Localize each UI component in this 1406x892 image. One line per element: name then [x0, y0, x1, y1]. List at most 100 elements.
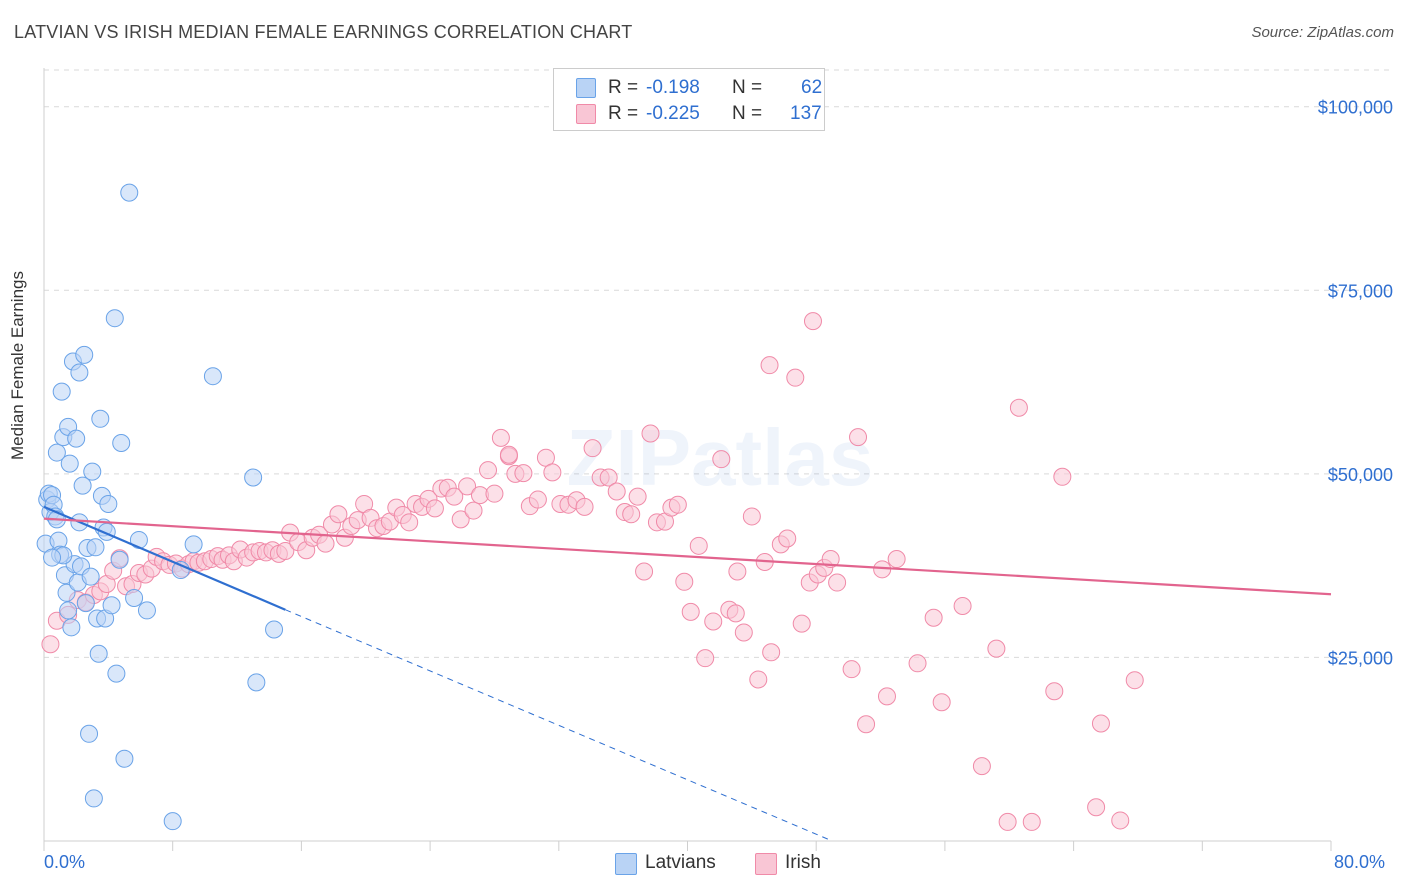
irish-point — [786, 368, 805, 387]
irish-point — [704, 612, 723, 631]
irish-point — [276, 541, 295, 560]
axes — [43, 68, 1332, 851]
irish-points — [41, 312, 1144, 831]
y-tick-label: $100,000 — [1318, 98, 1393, 118]
irish-point — [998, 812, 1017, 831]
irish-point — [821, 550, 840, 569]
correlation-legend: R = -0.198 N = 62 R = -0.225 N = 137 — [553, 68, 825, 131]
irish-point — [1111, 811, 1130, 830]
latvian-point — [107, 664, 126, 683]
latvians-swatch — [576, 78, 596, 98]
latvian-point — [86, 538, 105, 557]
irish-legend-label: Irish — [785, 852, 821, 873]
irish-point — [445, 487, 464, 506]
legend-n-label: N = — [732, 77, 763, 98]
latvian-point — [80, 724, 99, 743]
irish-point — [828, 573, 847, 592]
latvian-point — [203, 367, 222, 386]
irish-point — [696, 649, 715, 668]
latvian-point — [81, 567, 100, 586]
latvian-points — [36, 183, 284, 831]
irish-legend-swatch — [755, 853, 777, 875]
irish-point — [41, 635, 60, 654]
irish-point — [607, 482, 626, 501]
irish-point — [583, 439, 602, 458]
latvian-point — [89, 644, 108, 663]
irish-point — [792, 614, 811, 633]
irish-point — [1053, 467, 1072, 486]
latvian-point — [52, 382, 71, 401]
latvians-legend-label: Latvians — [645, 852, 716, 873]
irish-point — [734, 623, 753, 642]
irish-point — [641, 424, 660, 443]
irish-point — [924, 608, 943, 627]
irish-point — [1125, 671, 1144, 690]
irish-point — [628, 487, 647, 506]
trend-lines — [43, 505, 1332, 842]
chart-title: LATVIAN VS IRISH MEDIAN FEMALE EARNINGS … — [14, 22, 633, 42]
irish-point — [887, 550, 906, 569]
source-label: Source: ZipAtlas.com — [1251, 24, 1394, 41]
irish-point — [543, 463, 562, 482]
latvian-point — [247, 673, 266, 692]
latvians-legend-swatch — [615, 853, 637, 875]
latvian-point — [70, 363, 89, 382]
latvian-point — [244, 468, 263, 487]
irish-point — [681, 602, 700, 621]
latvian-point — [265, 620, 284, 639]
latvians-trend-line — [43, 505, 286, 611]
legend-r-label: R = — [608, 103, 639, 124]
latvian-point — [137, 601, 156, 620]
irish-point — [458, 477, 477, 496]
latvian-point — [59, 601, 78, 620]
legend-r-value: -0.225 — [646, 103, 700, 124]
irish-point — [742, 507, 761, 526]
latvian-point — [184, 535, 203, 554]
legend-n-label: N = — [732, 103, 763, 124]
irish-point — [857, 715, 876, 734]
latvian-point — [57, 583, 76, 602]
latvian-point — [47, 443, 66, 462]
irish-point — [712, 450, 731, 469]
irish-point — [1045, 682, 1064, 701]
irish-point — [1022, 812, 1041, 831]
y-tick-label: $50,000 — [1328, 465, 1393, 485]
latvian-point — [120, 183, 139, 202]
irish-point — [499, 445, 518, 464]
legend-r-label: R = — [608, 77, 639, 98]
irish-point — [575, 497, 594, 516]
irish-point — [762, 643, 781, 662]
y-tick-label: $75,000 — [1328, 281, 1393, 301]
irish-point — [491, 428, 510, 447]
legend-n-value: 62 — [801, 77, 823, 98]
latvian-point — [112, 434, 131, 453]
latvian-point — [102, 596, 121, 615]
latvian-point — [43, 548, 62, 567]
irish-point — [932, 693, 951, 712]
latvian-point — [110, 550, 129, 569]
irish-point — [400, 513, 419, 532]
irish-point — [689, 536, 708, 555]
irish-point — [972, 757, 991, 776]
latvian-point — [125, 588, 144, 607]
latvian-point — [115, 749, 134, 768]
irish-point — [514, 464, 533, 483]
latvian-point — [84, 789, 103, 808]
irish-point — [316, 534, 335, 553]
irish-point — [599, 468, 618, 487]
irish-point — [987, 639, 1006, 658]
latvian-point — [91, 409, 110, 428]
x-tick-label-max: 80.0% — [1334, 852, 1386, 872]
latvian-point — [73, 476, 92, 495]
irish-swatch — [576, 104, 596, 124]
irish-point — [464, 501, 483, 520]
irish-point — [622, 505, 641, 524]
gridlines — [44, 69, 1392, 658]
irish-point — [728, 562, 747, 581]
irish-point — [842, 660, 861, 679]
irish-trend-line — [43, 517, 1332, 596]
irish-point — [953, 597, 972, 616]
legend-r-value: -0.198 — [646, 77, 700, 98]
latvian-point — [163, 812, 182, 831]
